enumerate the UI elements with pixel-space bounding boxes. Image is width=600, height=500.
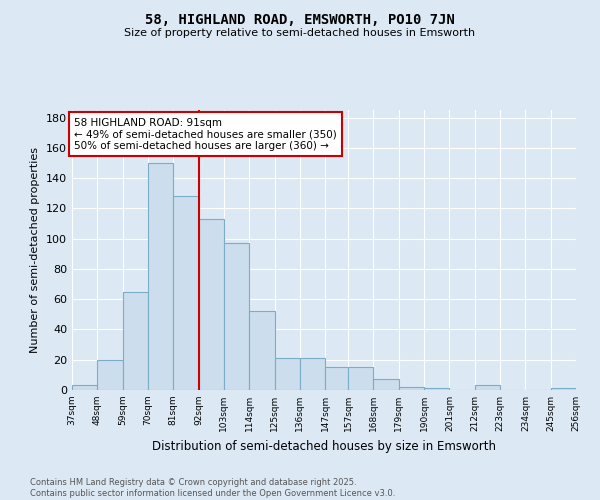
Text: Size of property relative to semi-detached houses in Emsworth: Size of property relative to semi-detach… xyxy=(124,28,476,38)
Bar xyxy=(199,219,224,390)
Bar xyxy=(300,358,325,390)
Bar xyxy=(475,386,500,390)
Bar xyxy=(97,360,122,390)
Bar xyxy=(122,292,148,390)
Bar xyxy=(424,388,449,390)
Text: Contains HM Land Registry data © Crown copyright and database right 2025.
Contai: Contains HM Land Registry data © Crown c… xyxy=(30,478,395,498)
Bar xyxy=(399,387,424,390)
Bar xyxy=(325,368,348,390)
Bar xyxy=(348,368,373,390)
Bar xyxy=(148,163,173,390)
Text: 58 HIGHLAND ROAD: 91sqm
← 49% of semi-detached houses are smaller (350)
50% of s: 58 HIGHLAND ROAD: 91sqm ← 49% of semi-de… xyxy=(74,118,337,151)
X-axis label: Distribution of semi-detached houses by size in Emsworth: Distribution of semi-detached houses by … xyxy=(152,440,496,452)
Bar xyxy=(551,388,576,390)
Bar xyxy=(373,380,399,390)
Bar xyxy=(275,358,300,390)
Bar xyxy=(249,312,275,390)
Y-axis label: Number of semi-detached properties: Number of semi-detached properties xyxy=(31,147,40,353)
Bar xyxy=(72,386,97,390)
Text: 58, HIGHLAND ROAD, EMSWORTH, PO10 7JN: 58, HIGHLAND ROAD, EMSWORTH, PO10 7JN xyxy=(145,12,455,26)
Bar xyxy=(173,196,199,390)
Bar xyxy=(224,243,249,390)
